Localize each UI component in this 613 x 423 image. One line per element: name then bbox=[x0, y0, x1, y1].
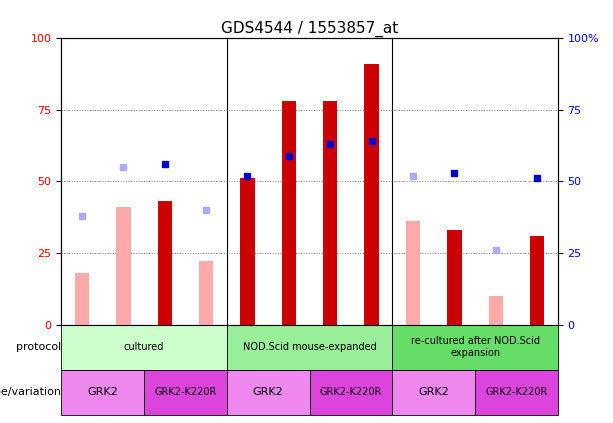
Bar bbox=[199, 261, 213, 324]
Text: NOD.Scid mouse-expanded: NOD.Scid mouse-expanded bbox=[243, 342, 376, 352]
Bar bbox=[158, 201, 172, 324]
FancyBboxPatch shape bbox=[392, 370, 475, 415]
FancyBboxPatch shape bbox=[61, 370, 144, 415]
Bar bbox=[530, 236, 544, 324]
Title: GDS4544 / 1553857_at: GDS4544 / 1553857_at bbox=[221, 20, 398, 37]
Text: re-cultured after NOD.Scid
expansion: re-cultured after NOD.Scid expansion bbox=[411, 336, 539, 358]
Text: GRK2-K220R: GRK2-K220R bbox=[485, 387, 547, 397]
Bar bbox=[323, 101, 338, 324]
Text: GRK2: GRK2 bbox=[253, 387, 284, 397]
FancyBboxPatch shape bbox=[392, 324, 558, 370]
Bar bbox=[489, 296, 503, 324]
Text: cultured: cultured bbox=[124, 342, 164, 352]
Bar bbox=[240, 179, 255, 324]
Text: GRK2-K220R: GRK2-K220R bbox=[320, 387, 382, 397]
Bar bbox=[281, 101, 296, 324]
Bar bbox=[364, 64, 379, 324]
Text: protocol: protocol bbox=[16, 342, 61, 352]
FancyBboxPatch shape bbox=[475, 370, 558, 415]
Text: genotype/variation: genotype/variation bbox=[0, 387, 61, 397]
Bar bbox=[116, 207, 131, 324]
Bar bbox=[75, 273, 89, 324]
FancyBboxPatch shape bbox=[144, 370, 227, 415]
Text: GRK2: GRK2 bbox=[418, 387, 449, 397]
FancyBboxPatch shape bbox=[61, 324, 227, 370]
Bar bbox=[447, 230, 462, 324]
Text: GRK2-K220R: GRK2-K220R bbox=[154, 387, 216, 397]
Bar bbox=[406, 221, 421, 324]
FancyBboxPatch shape bbox=[227, 370, 310, 415]
FancyBboxPatch shape bbox=[310, 370, 392, 415]
Text: GRK2: GRK2 bbox=[87, 387, 118, 397]
FancyBboxPatch shape bbox=[227, 324, 392, 370]
